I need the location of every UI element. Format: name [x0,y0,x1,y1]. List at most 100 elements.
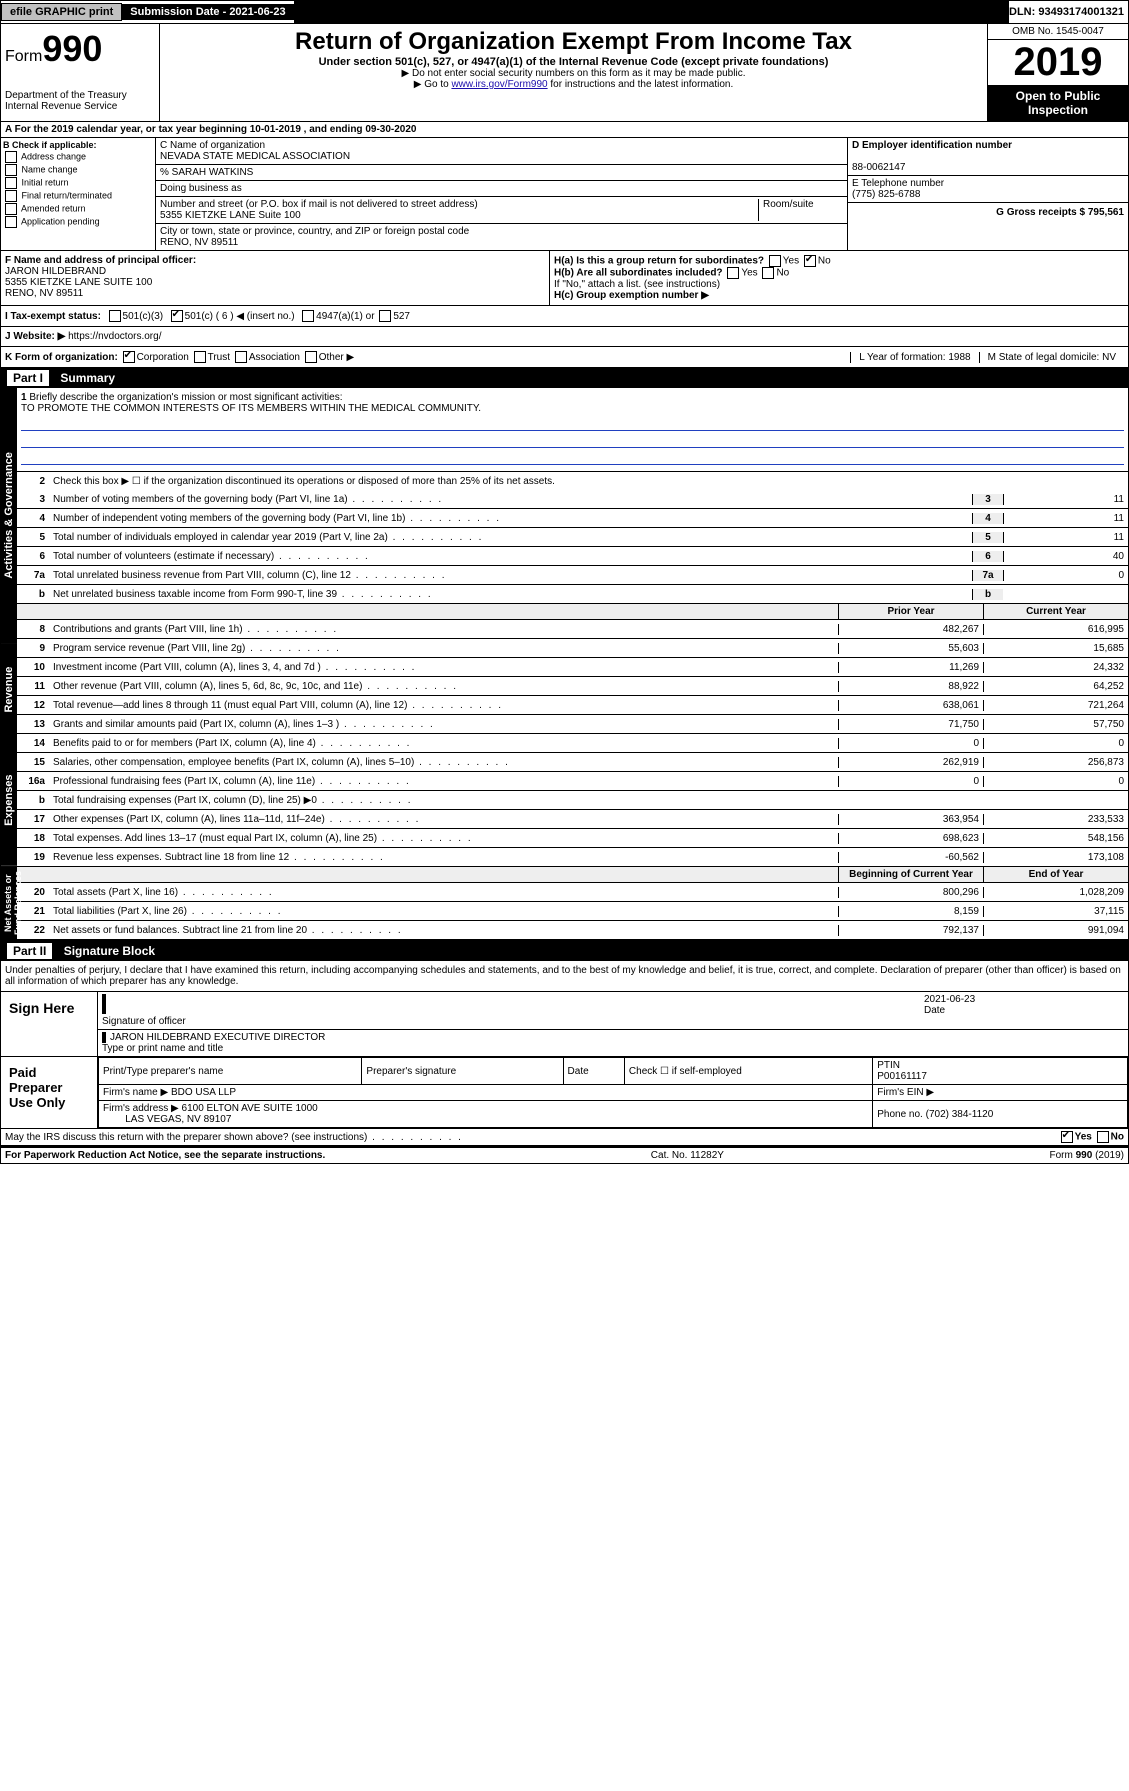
gross-receipts: G Gross receipts $ 795,561 [996,207,1124,218]
form-label: Form [5,48,42,65]
k-trust[interactable]: Trust [208,352,230,363]
section-b: B Check if applicable: Address change Na… [1,138,156,250]
city-label: City or town, state or province, country… [160,226,469,237]
phone-label: E Telephone number [852,178,944,189]
discuss-label: May the IRS discuss this return with the… [5,1132,463,1143]
part1-body: Activities & Governance Revenue Expenses… [0,388,1129,941]
bcd-block: B Check if applicable: Address change Na… [0,138,1129,251]
chk-address[interactable]: Address change [3,151,153,163]
data-row: 17Other expenses (Part IX, column (A), l… [17,810,1128,829]
omb-number: OMB No. 1545-0047 [988,24,1128,40]
discuss-no[interactable]: No [1111,1132,1124,1143]
ha-no[interactable]: No [818,256,831,267]
prep-sig-label: Preparer's signature [362,1058,563,1085]
footer-row: For Paperwork Reduction Act Notice, see … [0,1146,1129,1164]
efile-btn[interactable]: efile GRAPHIC print [1,3,122,21]
form-header: Form990 Department of the TreasuryIntern… [0,24,1129,122]
i-527[interactable]: 527 [393,311,410,322]
gov-row: 4Number of independent voting members of… [17,509,1128,528]
ha-yes[interactable]: Yes [783,256,799,267]
data-row: 11Other revenue (Part VIII, column (A), … [17,677,1128,696]
chk-final[interactable]: Final return/terminated [3,190,153,202]
data-row: 13Grants and similar amounts paid (Part … [17,715,1128,734]
section-i: I Tax-exempt status: 501(c)(3) 501(c) ( … [0,306,1129,327]
part2-header: Part II Signature Block [0,941,1129,961]
sign-block: Sign Here Signature of officer 2021-06-2… [0,992,1129,1057]
part1-label: Part I [7,370,49,386]
hb-yes[interactable]: Yes [741,268,757,279]
i-501c[interactable]: 501(c) ( 6 ) ◀ (insert no.) [185,311,295,322]
part2-title: Signature Block [64,944,155,958]
name-label: Type or print name and title [102,1043,223,1054]
state-domicile: M State of legal domicile: NV [979,352,1124,363]
hb-no[interactable]: No [776,268,789,279]
rev-header: Prior Year Current Year [17,604,1128,620]
data-row: 10Investment income (Part VIII, column (… [17,658,1128,677]
hb-note: If "No," attach a list. (see instruction… [554,279,1124,290]
part2-label: Part II [7,943,52,959]
data-row: 12Total revenue—add lines 8 through 11 (… [17,696,1128,715]
hb-label: H(b) Are all subordinates included? [554,268,723,279]
mission-block: 1 Briefly describe the organization's mi… [17,388,1128,472]
cat-no: Cat. No. 11282Y [651,1150,724,1161]
section-f: F Name and address of principal officer:… [1,251,550,305]
discuss-yes[interactable]: Yes [1075,1132,1092,1143]
firm-addr2: LAS VEGAS, NV 89107 [125,1114,231,1125]
k-label: K Form of organization: [5,352,118,363]
k-corp[interactable]: Corporation [137,352,189,363]
website-url: https://nvdoctors.org/ [68,331,161,342]
street-addr: 5355 KIETZKE LANE Suite 100 [160,210,301,221]
sign-date: 2021-06-23 [924,994,975,1005]
officer-city: RENO, NV 89511 [5,288,83,299]
officer-addr: 5355 KIETZKE LANE SUITE 100 [5,277,152,288]
k-assoc[interactable]: Association [249,352,300,363]
data-row: 15Salaries, other compensation, employee… [17,753,1128,772]
form-ref: Form 990 (2019) [1050,1150,1124,1161]
k-other[interactable]: Other ▶ [319,352,354,363]
col-end: End of Year [983,867,1128,882]
section-h: H(a) Is this a group return for subordin… [550,251,1128,305]
addr-label: Number and street (or P.O. box if mail i… [160,199,478,210]
paid-header-row: Print/Type preparer's name Preparer's si… [99,1058,1128,1085]
ein-value: 88-0062147 [852,162,905,173]
form-subtitle: Under section 501(c), 527, or 4947(a)(1)… [164,56,983,68]
firm-addr-label: Firm's address ▶ [103,1103,179,1114]
chk-initial[interactable]: Initial return [3,177,153,189]
f-label: F Name and address of principal officer: [5,255,196,266]
prep-name-label: Print/Type preparer's name [99,1058,362,1085]
fh-block: F Name and address of principal officer:… [0,251,1129,306]
data-row: 22Net assets or fund balances. Subtract … [17,921,1128,940]
city-value: RENO, NV 89511 [160,237,238,248]
officer-name: JARON HILDEBRAND [5,266,106,277]
i-501c3[interactable]: 501(c)(3) [123,311,164,322]
firm-addr-row: Firm's address ▶ 6100 ELTON AVE SUITE 10… [99,1101,1128,1128]
sig-label: Signature of officer [102,1016,186,1027]
signer-name: JARON HILDEBRAND EXECUTIVE DIRECTOR [110,1032,325,1043]
firm-ein-label: Firm's EIN ▶ [873,1085,1128,1101]
form-title: Return of Organization Exempt From Incom… [164,28,983,56]
irs-link[interactable]: www.irs.gov/Form990 [451,79,547,90]
chk-amended[interactable]: Amended return [3,203,153,215]
paid-label: Paid Preparer Use Only [1,1057,98,1128]
firm-label: Firm's name ▶ [103,1087,168,1098]
chk-pending[interactable]: Application pending [3,216,153,228]
chk-name[interactable]: Name change [3,164,153,176]
data-row: 18Total expenses. Add lines 13–17 (must … [17,829,1128,848]
gov-row: 3Number of voting members of the governi… [17,490,1128,509]
data-row: bTotal fundraising expenses (Part IX, co… [17,791,1128,810]
tab-expenses: Expenses [1,734,17,866]
section-k: K Form of organization: Corporation Trus… [0,347,1129,368]
i-4947[interactable]: 4947(a)(1) or [316,311,374,322]
firm-phone: (702) 384-1120 [926,1109,994,1120]
data-row: 8Contributions and grants (Part VIII, li… [17,620,1128,639]
firm-row: Firm's name ▶ BDO USA LLP Firm's EIN ▶ [99,1085,1128,1101]
phone-value: (775) 825-6788 [852,189,920,200]
hc-label: H(c) Group exemption number ▶ [554,290,709,301]
topbar-spacer [294,1,1009,23]
section-a: A For the 2019 calendar year, or tax yea… [0,122,1129,138]
data-row: 21Total liabilities (Part X, line 26)8,1… [17,902,1128,921]
firm-addr: 6100 ELTON AVE SUITE 1000 [182,1103,318,1114]
tab-revenue: Revenue [1,644,17,735]
gov-row: 6Total number of volunteers (estimate if… [17,547,1128,566]
col-current: Current Year [983,604,1128,619]
